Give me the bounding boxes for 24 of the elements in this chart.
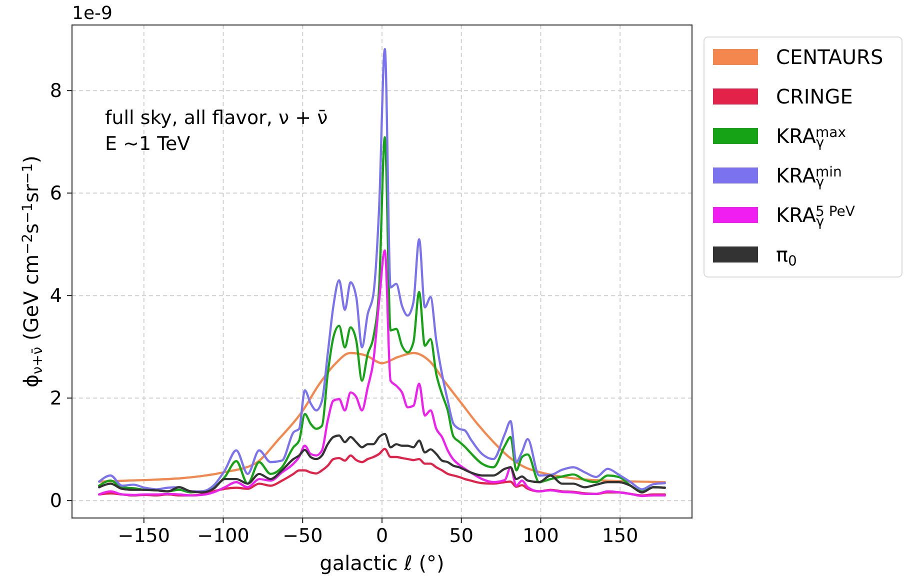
x-tick-label: −150 <box>118 525 170 547</box>
y-tick-label: 8 <box>50 80 62 102</box>
x-tick-label: 150 <box>602 525 638 547</box>
line-series <box>98 249 666 498</box>
line-series <box>98 432 666 494</box>
legend-label: π$_{0}$ <box>776 242 797 269</box>
text: 1e-9 <box>72 3 112 24</box>
x-axis-title: galactic ℓ (°) <box>320 551 444 575</box>
annotation: full sky, all flavor, ν + ν̄ <box>105 107 328 129</box>
y-tick-label: 6 <box>50 182 62 205</box>
y-tick-label: 0 <box>50 490 62 512</box>
line-series <box>98 48 666 492</box>
x-tick-label: 0 <box>376 525 388 547</box>
legend-label: CRINGE <box>776 84 853 108</box>
y-tick-label: 4 <box>50 285 62 308</box>
line-series <box>98 448 666 497</box>
line-series <box>98 352 666 484</box>
x-tick-label: −100 <box>197 525 250 547</box>
y-tick-label: 2 <box>50 388 62 410</box>
x-tick-label: 50 <box>449 525 474 547</box>
x-tick-label: 100 <box>522 525 559 547</box>
x-tick-label: −50 <box>282 525 323 547</box>
legend-label: CENTAURS <box>776 45 884 69</box>
annotation: E ~1 TeV <box>105 133 190 155</box>
